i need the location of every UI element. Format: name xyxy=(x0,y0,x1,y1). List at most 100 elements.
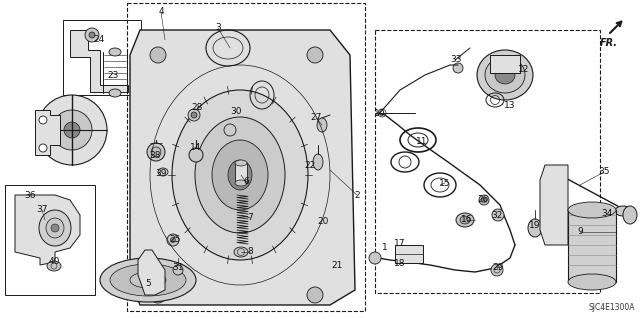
Text: 18: 18 xyxy=(394,258,406,268)
Text: 15: 15 xyxy=(439,179,451,188)
Text: 33: 33 xyxy=(451,56,461,64)
Text: 31: 31 xyxy=(172,263,184,272)
Circle shape xyxy=(191,112,197,118)
Ellipse shape xyxy=(228,160,252,190)
Circle shape xyxy=(173,265,183,275)
Bar xyxy=(568,210,616,282)
Text: 24: 24 xyxy=(93,35,104,44)
Circle shape xyxy=(188,109,200,121)
Text: 3: 3 xyxy=(215,24,221,33)
Text: 38: 38 xyxy=(149,151,161,160)
Text: 32: 32 xyxy=(492,211,502,219)
Ellipse shape xyxy=(109,48,121,56)
Text: 11: 11 xyxy=(416,137,428,146)
Ellipse shape xyxy=(568,202,616,218)
Ellipse shape xyxy=(615,206,631,216)
Text: 9: 9 xyxy=(577,227,583,236)
Ellipse shape xyxy=(109,89,121,97)
Ellipse shape xyxy=(64,122,80,138)
Text: 5: 5 xyxy=(145,279,151,288)
Circle shape xyxy=(147,143,165,161)
Polygon shape xyxy=(35,110,60,155)
Ellipse shape xyxy=(39,210,71,246)
Text: 37: 37 xyxy=(36,205,48,214)
Circle shape xyxy=(481,197,486,203)
Ellipse shape xyxy=(100,258,196,302)
Circle shape xyxy=(39,116,47,124)
Circle shape xyxy=(39,144,47,152)
Text: 6: 6 xyxy=(243,177,249,187)
Ellipse shape xyxy=(172,90,308,260)
Text: 13: 13 xyxy=(504,100,516,109)
Circle shape xyxy=(151,147,161,157)
Bar xyxy=(127,3,365,311)
Polygon shape xyxy=(15,195,80,265)
Text: 39: 39 xyxy=(156,168,167,177)
Circle shape xyxy=(89,32,95,38)
Bar xyxy=(375,30,600,293)
Text: 35: 35 xyxy=(598,167,610,176)
Circle shape xyxy=(51,224,59,232)
Text: 19: 19 xyxy=(529,220,541,229)
Ellipse shape xyxy=(460,216,470,224)
Circle shape xyxy=(85,28,99,42)
Text: 36: 36 xyxy=(24,190,36,199)
Polygon shape xyxy=(540,165,568,245)
Ellipse shape xyxy=(495,66,515,84)
Text: 4: 4 xyxy=(158,8,164,17)
Text: 12: 12 xyxy=(518,65,530,75)
Circle shape xyxy=(491,264,503,276)
Circle shape xyxy=(479,195,489,205)
Ellipse shape xyxy=(130,272,166,288)
Circle shape xyxy=(369,252,381,264)
Ellipse shape xyxy=(52,110,92,150)
Ellipse shape xyxy=(456,213,474,227)
Ellipse shape xyxy=(110,264,186,296)
Text: 34: 34 xyxy=(602,210,612,219)
Text: FR.: FR. xyxy=(600,38,618,48)
Ellipse shape xyxy=(313,154,323,170)
Circle shape xyxy=(453,63,463,73)
Text: 40: 40 xyxy=(48,257,60,266)
Circle shape xyxy=(307,47,323,63)
Bar xyxy=(395,245,423,263)
Text: 7: 7 xyxy=(247,213,253,222)
Text: 28: 28 xyxy=(191,103,203,113)
Ellipse shape xyxy=(235,180,247,186)
Ellipse shape xyxy=(234,247,248,257)
Ellipse shape xyxy=(37,95,107,165)
Bar xyxy=(235,163,247,183)
Circle shape xyxy=(307,287,323,303)
Ellipse shape xyxy=(195,117,285,233)
Polygon shape xyxy=(130,30,355,305)
Circle shape xyxy=(167,234,179,246)
Ellipse shape xyxy=(212,140,268,210)
Ellipse shape xyxy=(485,57,525,93)
Circle shape xyxy=(189,148,203,162)
Bar xyxy=(490,55,520,73)
Text: 10: 10 xyxy=(374,108,386,117)
Text: 29: 29 xyxy=(492,263,504,272)
Ellipse shape xyxy=(528,219,542,237)
Polygon shape xyxy=(138,250,165,295)
Text: 14: 14 xyxy=(190,144,202,152)
Polygon shape xyxy=(70,30,128,92)
Text: 23: 23 xyxy=(108,70,118,79)
Text: 2: 2 xyxy=(354,190,360,199)
Ellipse shape xyxy=(623,206,637,224)
Bar xyxy=(5,185,95,295)
Ellipse shape xyxy=(477,50,533,100)
Ellipse shape xyxy=(46,218,64,238)
Text: 27: 27 xyxy=(310,114,322,122)
Text: 26: 26 xyxy=(477,196,489,204)
Bar xyxy=(218,160,298,280)
Text: 16: 16 xyxy=(461,216,473,225)
Text: SJC4E1300A: SJC4E1300A xyxy=(589,303,635,312)
Circle shape xyxy=(150,47,166,63)
Ellipse shape xyxy=(317,118,327,132)
Text: 8: 8 xyxy=(247,248,253,256)
Text: 1: 1 xyxy=(382,243,388,253)
Ellipse shape xyxy=(158,168,168,176)
Ellipse shape xyxy=(47,261,61,271)
Text: 25: 25 xyxy=(170,235,180,244)
